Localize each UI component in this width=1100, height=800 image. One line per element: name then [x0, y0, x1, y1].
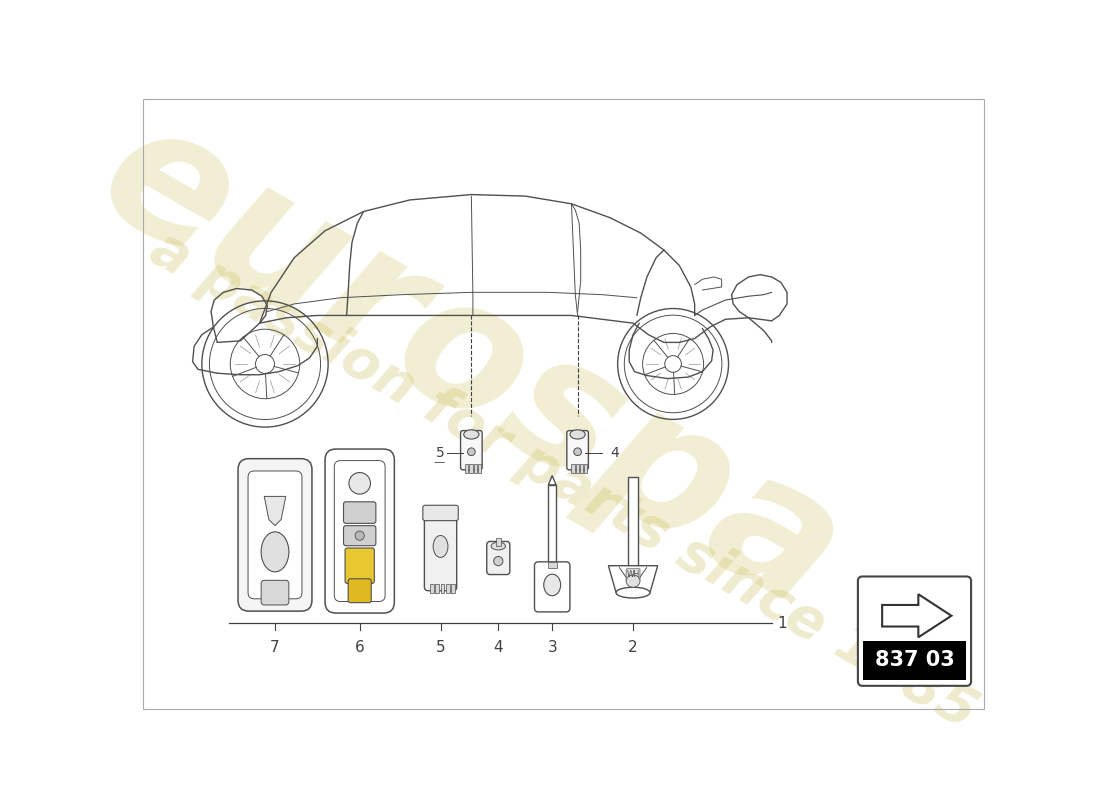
Text: 2: 2 — [628, 640, 638, 655]
Ellipse shape — [261, 532, 289, 572]
Circle shape — [468, 448, 475, 455]
Text: 3: 3 — [548, 640, 557, 655]
Text: 7: 7 — [271, 640, 279, 655]
Bar — [436, 584, 439, 593]
Bar — [451, 584, 455, 593]
Text: 4: 4 — [494, 640, 503, 655]
Bar — [465, 464, 469, 473]
FancyBboxPatch shape — [334, 461, 385, 602]
FancyBboxPatch shape — [238, 458, 312, 611]
FancyBboxPatch shape — [858, 577, 971, 686]
Bar — [575, 464, 579, 473]
Text: 1: 1 — [778, 616, 788, 631]
FancyBboxPatch shape — [343, 526, 376, 546]
FancyBboxPatch shape — [425, 510, 456, 590]
Bar — [628, 477, 638, 566]
FancyBboxPatch shape — [461, 430, 482, 470]
Circle shape — [355, 531, 364, 540]
Text: a passion for parts since 1985: a passion for parts since 1985 — [141, 222, 987, 741]
Bar — [572, 464, 574, 473]
FancyBboxPatch shape — [326, 449, 395, 613]
Text: WH: WH — [626, 570, 640, 579]
FancyBboxPatch shape — [261, 580, 289, 605]
Text: eurospa: eurospa — [72, 84, 871, 647]
Polygon shape — [548, 476, 556, 485]
Text: 837 03: 837 03 — [874, 650, 955, 670]
Text: 5: 5 — [436, 446, 444, 459]
Text: 4: 4 — [609, 446, 618, 459]
Circle shape — [494, 557, 503, 566]
Bar — [446, 584, 450, 593]
Bar — [580, 464, 583, 473]
FancyBboxPatch shape — [348, 578, 372, 602]
Ellipse shape — [616, 587, 650, 598]
Bar — [548, 485, 557, 566]
Bar — [477, 464, 481, 473]
FancyBboxPatch shape — [486, 542, 510, 574]
FancyBboxPatch shape — [343, 502, 376, 523]
Bar — [440, 584, 444, 593]
Polygon shape — [608, 566, 658, 593]
FancyBboxPatch shape — [566, 430, 588, 470]
Text: 5: 5 — [436, 640, 446, 655]
FancyBboxPatch shape — [345, 548, 374, 583]
FancyBboxPatch shape — [422, 506, 459, 521]
Bar — [430, 584, 433, 593]
Polygon shape — [882, 594, 952, 638]
Ellipse shape — [543, 574, 561, 596]
Ellipse shape — [433, 535, 448, 558]
Bar — [470, 464, 473, 473]
FancyBboxPatch shape — [249, 471, 301, 599]
FancyBboxPatch shape — [626, 569, 640, 581]
Text: 6: 6 — [355, 640, 364, 655]
Bar — [496, 538, 500, 546]
Bar — [548, 562, 557, 568]
Ellipse shape — [626, 575, 640, 587]
Ellipse shape — [464, 430, 478, 439]
Polygon shape — [264, 496, 286, 526]
Text: —: — — [433, 457, 444, 466]
Ellipse shape — [570, 430, 585, 439]
Circle shape — [349, 473, 371, 494]
Bar — [474, 464, 476, 473]
Circle shape — [574, 448, 582, 455]
FancyBboxPatch shape — [535, 562, 570, 612]
Bar — [864, 641, 966, 680]
Bar — [584, 464, 587, 473]
Ellipse shape — [491, 542, 506, 550]
